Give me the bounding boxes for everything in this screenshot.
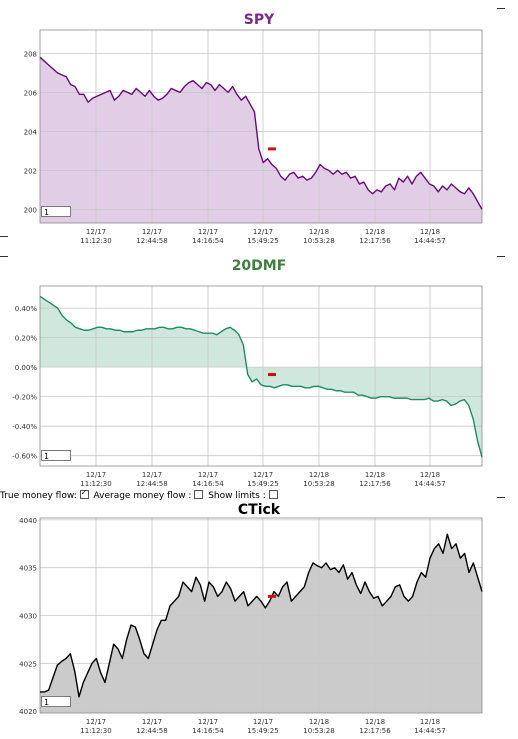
dmf-x-tick-time: 12:44:58 xyxy=(136,480,167,488)
ctick-y-tick-label: 4030 xyxy=(19,613,37,621)
dmf-y-tick-label: -0.40% xyxy=(12,423,37,431)
ctick-y-tick-label: 4020 xyxy=(19,708,37,716)
dmf-x-tick-date: 12/17 xyxy=(142,471,162,479)
dmf-y-tick-label: 0.00% xyxy=(15,364,38,372)
dmf-x-tick-date: 12/17 xyxy=(86,471,106,479)
spy-x-tick-date: 12/17 xyxy=(86,228,106,236)
dmf-x-tick-time: 10:53:28 xyxy=(303,480,334,488)
ctick-x-tick-date: 12/17 xyxy=(198,718,218,726)
dmf-y-tick-label: -0.60% xyxy=(12,453,37,461)
spy-series-line xyxy=(39,56,483,210)
dmf-x-tick-time: 14:16:54 xyxy=(192,480,224,488)
ctick-plot-frame xyxy=(39,517,483,714)
spy-x-tick-date: 12/18 xyxy=(365,228,385,236)
spy-chart-panel: SPY 200 202 204 206 208 12/17 11:12:30 12/17 12:… xyxy=(0,0,518,245)
spy-x-tick-time: 14:44:57 xyxy=(414,237,445,245)
dmf-x-tick-date: 12/18 xyxy=(365,471,385,479)
ctick-chart-title: CTick xyxy=(237,502,281,518)
ctick-x-tick-date: 12/18 xyxy=(309,718,329,726)
spy-x-tick-time: 14:16:54 xyxy=(192,237,224,245)
spy-y-tick-label: 208 xyxy=(24,50,37,58)
ctick-y-tick-label: 4025 xyxy=(19,660,37,668)
ctick-x-tick-date: 12/18 xyxy=(420,718,440,726)
average-money-flow-label: Average money flow : xyxy=(93,491,192,501)
spy-x-tick-time: 12:44:58 xyxy=(136,237,167,245)
money-flow-controls: True money flow: Average money flow : Sh… xyxy=(0,488,280,502)
ctick-chart-panel: CTick 4020 4025 4030 4035 4040 12/17 11:12:30 1… xyxy=(0,500,518,739)
spy-chart-svg: 20020220420620812/1711:12:3012/1712:44:5… xyxy=(24,29,483,245)
dmf-x-tick-time: 11:12:30 xyxy=(80,480,111,488)
panel-corner-mark xyxy=(0,256,8,257)
panel-corner-mark xyxy=(497,256,505,257)
spy-scale-input[interactable]: 1 xyxy=(41,206,71,217)
ctick-x-tick-time: 12:17:56 xyxy=(359,727,391,735)
ctick-x-tick-time: 15:49:25 xyxy=(247,727,278,735)
spy-y-tick-label: 206 xyxy=(24,89,38,97)
panel-corner-mark xyxy=(497,497,505,498)
ctick-scale-input[interactable]: 1 xyxy=(41,696,71,707)
ctick-x-tick-time: 12:44:58 xyxy=(136,727,167,735)
show-limits-label: Show limits : xyxy=(208,491,266,501)
dmf-area-fill xyxy=(40,296,482,458)
dmf-y-tick-label: -0.20% xyxy=(12,394,37,402)
spy-y-tick-label: 200 xyxy=(24,206,37,214)
dmf-x-tick-time: 12:17:56 xyxy=(359,480,391,488)
ctick-x-tick-date: 12/17 xyxy=(142,718,162,726)
spy-x-tick-time: 10:53:28 xyxy=(303,237,334,245)
ctick-y-tick-label: 4035 xyxy=(19,565,37,573)
dmf-marker xyxy=(268,373,276,377)
spy-x-tick-time: 15:49:25 xyxy=(247,237,278,245)
ctick-area-fill xyxy=(40,534,482,713)
show-limits-checkbox[interactable] xyxy=(268,490,278,499)
ctick-marker xyxy=(268,594,276,598)
panel-corner-mark xyxy=(0,236,8,237)
dmf-x-tick-date: 12/17 xyxy=(253,471,273,479)
ctick-chart-svg: 4020402540304035404012/1711:12:3012/1712… xyxy=(19,517,483,735)
ctick-x-tick-time: 14:44:57 xyxy=(414,727,445,735)
spy-x-tick-date: 12/17 xyxy=(253,228,273,236)
ctick-x-tick-time: 10:53:28 xyxy=(303,727,334,735)
dmf-y-tick-label: 0.40% xyxy=(15,305,38,313)
spy-x-tick-date: 12/17 xyxy=(198,228,218,236)
true-money-flow-checkbox[interactable] xyxy=(79,488,89,499)
dmf-chart-title: 20DMF xyxy=(231,258,287,274)
spy-plot-frame xyxy=(39,29,483,224)
spy-y-tick-label: 204 xyxy=(24,128,38,136)
spy-chart-title: SPY xyxy=(243,12,275,28)
spy-marker xyxy=(268,147,276,151)
spy-y-tick-label: 202 xyxy=(24,167,37,175)
ctick-x-tick-time: 14:16:54 xyxy=(192,727,224,735)
spy-x-tick-time: 12:17:56 xyxy=(359,237,391,245)
dmf-scale-input[interactable]: 1 xyxy=(41,450,71,461)
ctick-x-tick-time: 11:12:30 xyxy=(80,727,111,735)
spy-x-tick-time: 11:12:30 xyxy=(80,237,111,245)
dmf-y-tick-label: 0.20% xyxy=(15,335,38,343)
dmf-series-line xyxy=(39,295,483,458)
dmf-x-tick-time: 15:49:25 xyxy=(247,480,278,488)
ctick-x-tick-date: 12/17 xyxy=(253,718,273,726)
ctick-series-line xyxy=(40,533,483,698)
dmf-x-tick-date: 12/18 xyxy=(420,471,440,479)
true-money-flow-label: True money flow: xyxy=(0,491,77,501)
panel-corner-mark xyxy=(497,8,505,9)
spy-x-tick-date: 12/18 xyxy=(420,228,440,236)
dmf-x-tick-date: 12/17 xyxy=(198,471,218,479)
dmf-chart-svg: -0.60%-0.40%-0.20%0.00%0.20%0.40%12/1711… xyxy=(12,285,483,488)
spy-area-fill xyxy=(40,57,482,223)
dmf-chart-panel: 20DMF -0.60% -0.40% -0.20% 0.00% 0.20% 0.40% 1… xyxy=(0,248,518,490)
average-money-flow-checkbox[interactable] xyxy=(194,490,204,499)
ctick-y-tick-label: 4040 xyxy=(19,517,37,525)
dmf-x-tick-date: 12/18 xyxy=(309,471,329,479)
ctick-x-tick-date: 12/18 xyxy=(365,718,385,726)
spy-x-tick-date: 12/18 xyxy=(309,228,329,236)
dmf-x-tick-time: 14:44:57 xyxy=(414,480,445,488)
spy-x-tick-date: 12/17 xyxy=(142,228,162,236)
ctick-x-tick-date: 12/17 xyxy=(86,718,106,726)
dmf-plot-frame xyxy=(39,285,483,467)
